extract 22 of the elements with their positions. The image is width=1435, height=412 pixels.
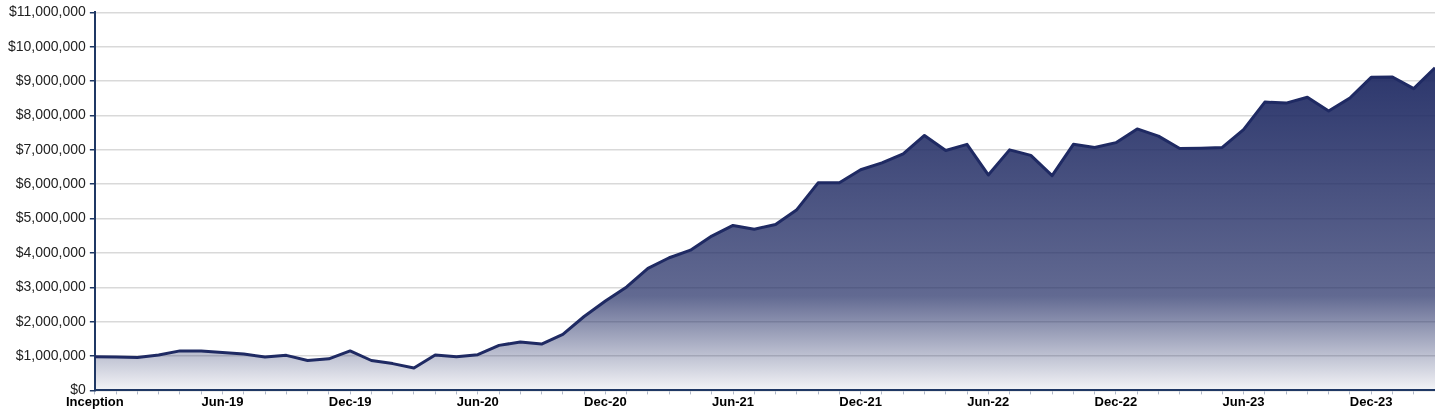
y-tick-label: $7,000,000: [15, 140, 87, 157]
y-tick-label: $11,000,000: [9, 3, 87, 20]
y-tick-label: $0: [70, 381, 87, 398]
x-tick-label: Dec-23: [1349, 393, 1393, 409]
y-tick-label: $2,000,000: [15, 312, 87, 329]
y-tick-label: $3,000,000: [15, 278, 87, 295]
y-tick-label: $6,000,000: [15, 175, 87, 192]
y-tick-label: $8,000,000: [15, 106, 87, 123]
y-tick-label: $5,000,000: [15, 209, 87, 226]
x-tick-label: Jun-23: [1222, 393, 1265, 409]
x-tick-label: Dec-22: [1094, 393, 1138, 409]
y-tick-label: $1,000,000: [15, 346, 87, 363]
x-tick-label: Jun-22: [967, 393, 1010, 409]
y-tick-label: $4,000,000: [15, 243, 87, 260]
x-tick-label: Dec-21: [839, 393, 882, 409]
x-tick-label: Jun-19: [201, 393, 244, 409]
y-tick-label: $9,000,000: [15, 71, 87, 88]
x-tick-label: Dec-19: [328, 393, 372, 409]
y-tick-label: $10,000,000: [8, 37, 87, 54]
x-tick-label: Jun-21: [712, 393, 754, 409]
x-tick-label: Dec-20: [584, 393, 627, 409]
x-tick-label: Jun-20: [456, 393, 499, 409]
